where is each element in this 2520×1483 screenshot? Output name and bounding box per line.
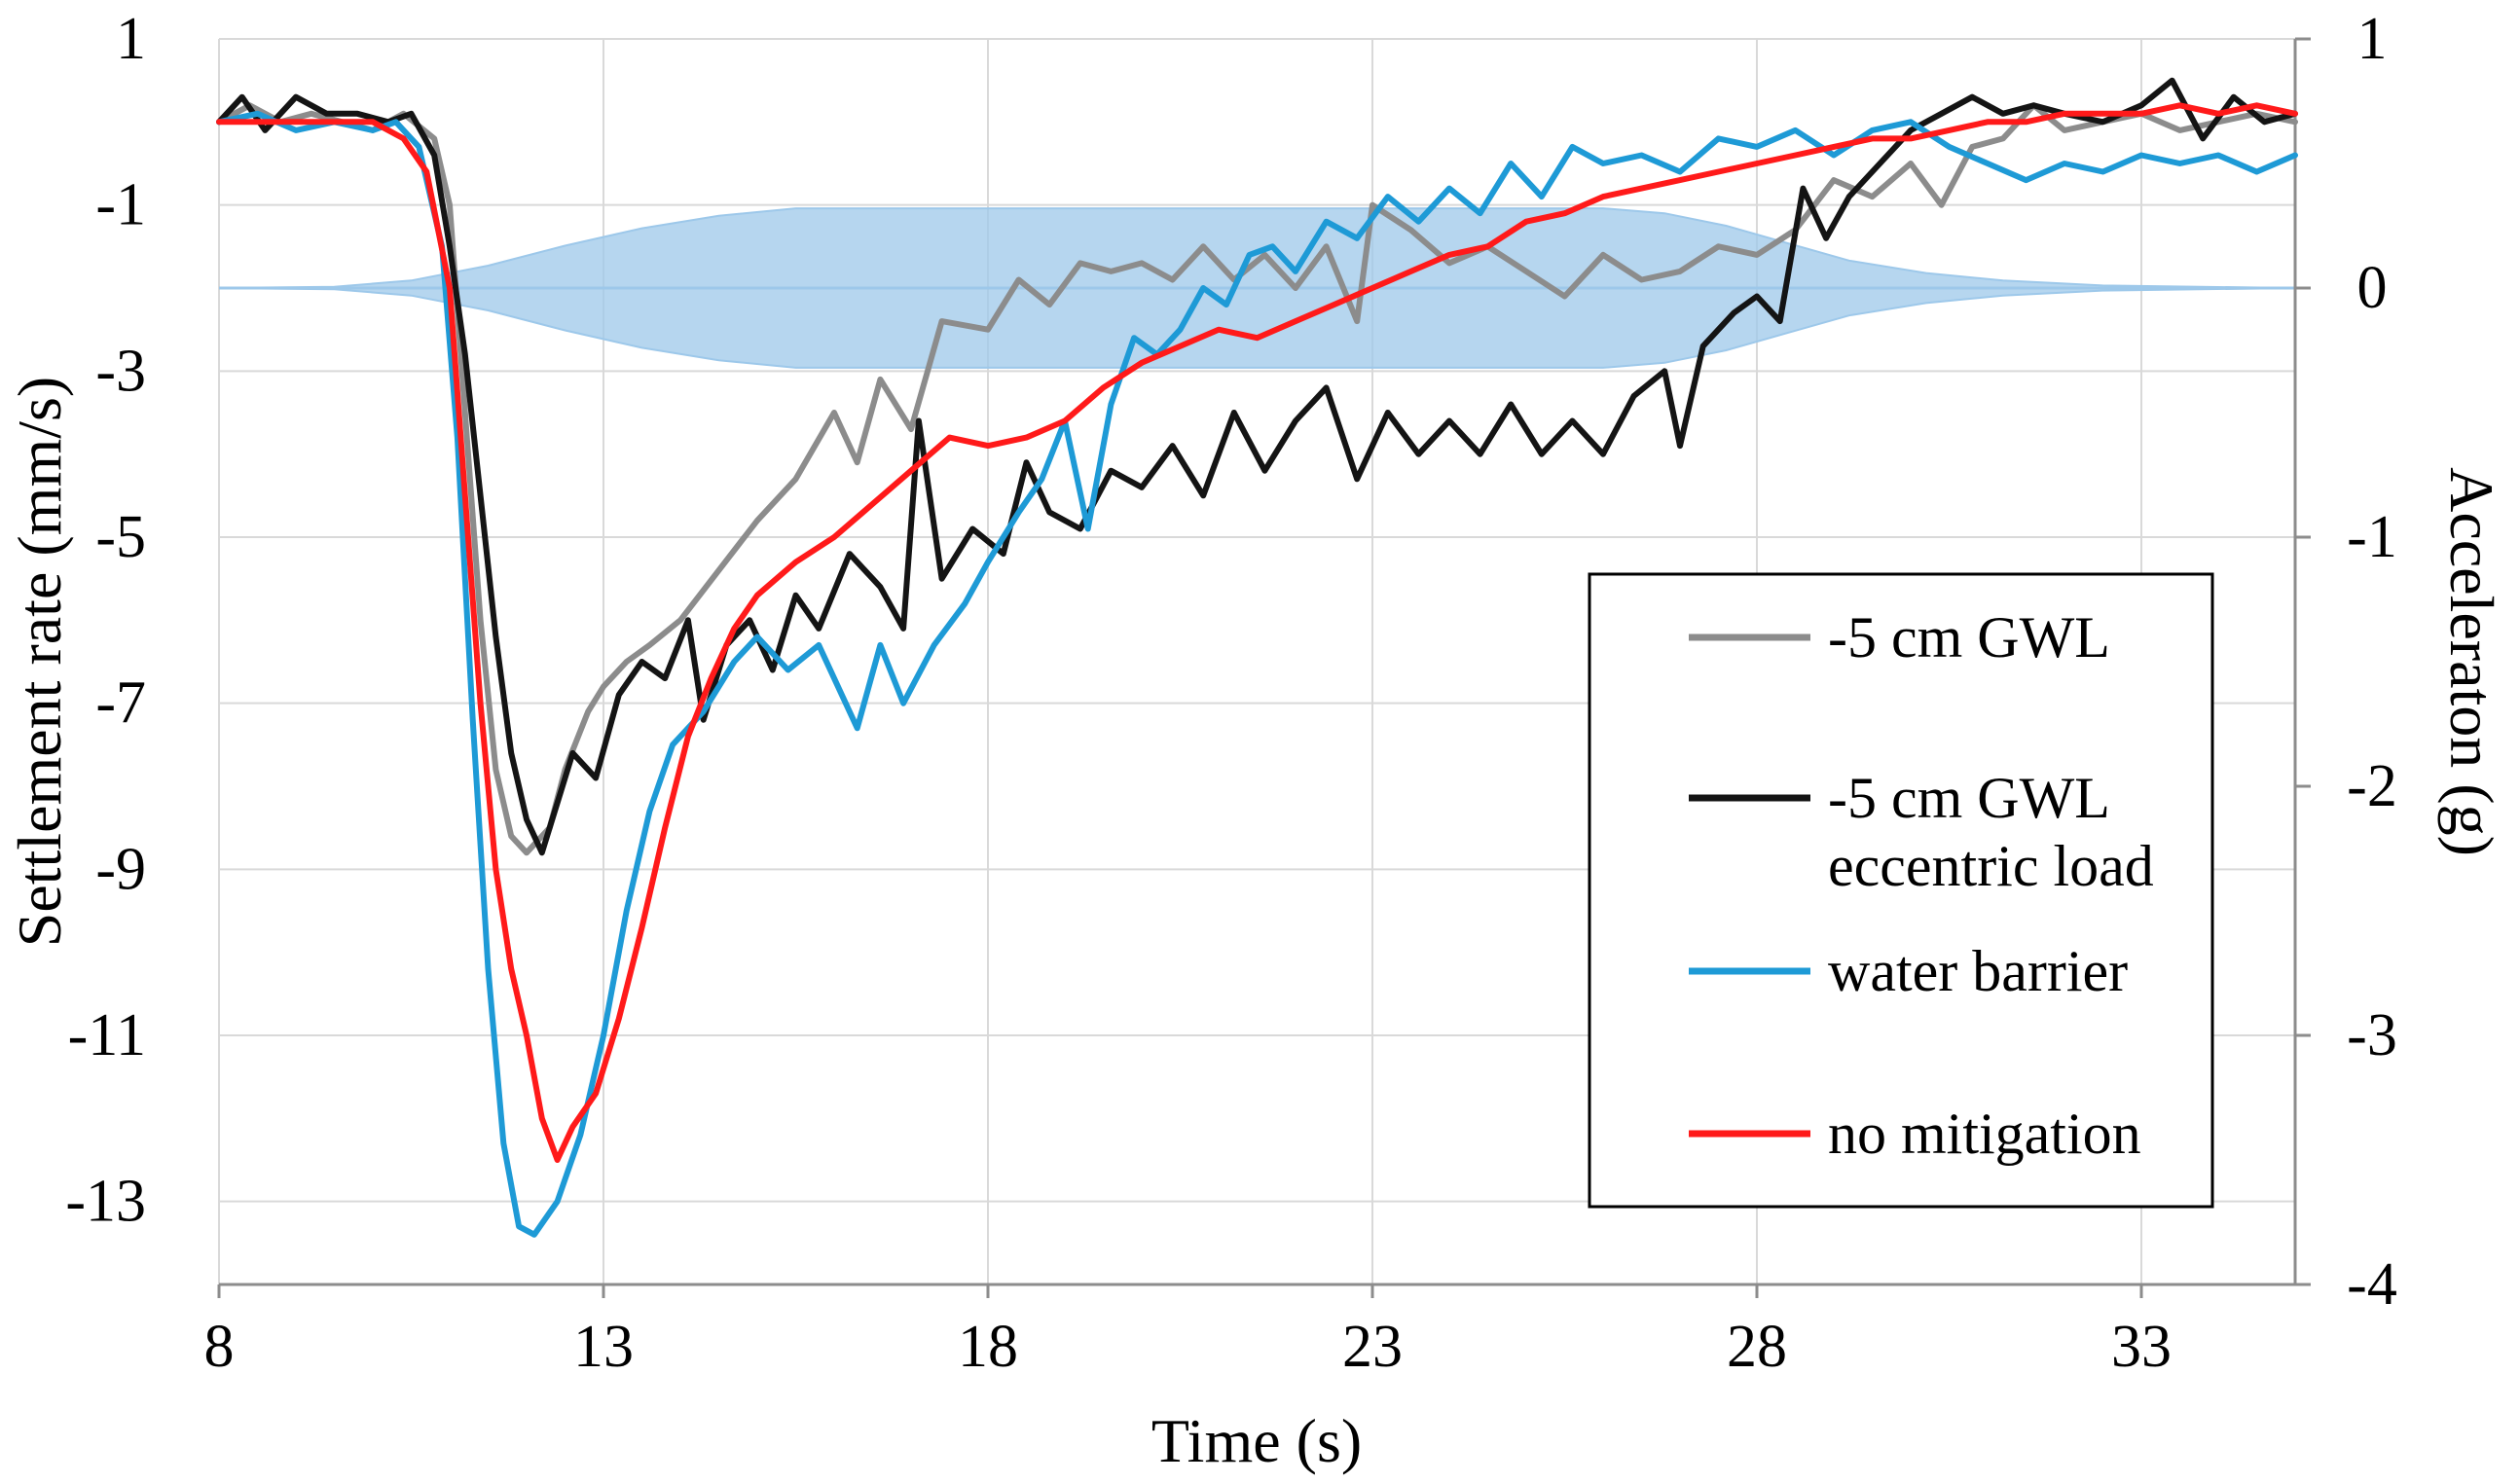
- legend-label: -5 cm GWL: [1828, 605, 2110, 669]
- y-tick-label: -1: [95, 172, 146, 238]
- y2-tick-label: -2: [2347, 753, 2397, 819]
- y-tick-label: -3: [95, 338, 146, 404]
- legend-label: no mitigation: [1828, 1102, 2141, 1166]
- x-axis-title: Time (s): [1151, 1406, 1362, 1475]
- x-tick-label: 18: [958, 1314, 1018, 1380]
- legend-box: [1588, 572, 2214, 1209]
- y-tick-label: -9: [95, 836, 146, 902]
- legend-label-line2: eccentric load: [1828, 834, 2154, 898]
- x-tick-label: 28: [1727, 1314, 1787, 1380]
- x-tick-label: 23: [1342, 1314, 1403, 1380]
- y2-axis-title: Acceleraton (g): [2437, 467, 2506, 856]
- series-line-3: [216, 102, 2298, 1163]
- series-line-1: [216, 77, 2298, 856]
- y-tick-label: -11: [68, 1002, 146, 1068]
- y-tick-label: -7: [95, 670, 146, 737]
- y-tick-label: -5: [95, 504, 146, 570]
- y-tick-label: 1: [116, 6, 146, 72]
- legend-label: water barrier: [1828, 939, 2128, 1003]
- x-tick-label: 13: [573, 1314, 634, 1380]
- tick-labels: 8 13 18 23 28 33 1 -1 -3 -5 -7 -9 -11 -13 1 0 -1 -2 -3 -4: [65, 6, 2396, 1380]
- y2-tick-label: -3: [2347, 1002, 2397, 1068]
- acceleration-band: [218, 207, 2296, 369]
- legend-label: -5 cm GWL: [1828, 766, 2110, 830]
- y-axis-title: Settlement rate (mm/s): [5, 377, 74, 948]
- axes: [219, 39, 2297, 1286]
- series-line-0: [216, 102, 2298, 856]
- y2-tick-label: -1: [2347, 504, 2397, 570]
- y2-tick-label: 0: [2357, 255, 2388, 321]
- x-tick-label: 8: [204, 1314, 235, 1380]
- y-tick-label: -13: [65, 1169, 146, 1235]
- x-tick-label: 33: [2111, 1314, 2172, 1380]
- series-lines: [216, 77, 2298, 1238]
- y2-tick-label: -4: [2347, 1251, 2397, 1318]
- series-line-2: [216, 110, 2298, 1238]
- y2-tick-label: 1: [2357, 6, 2388, 72]
